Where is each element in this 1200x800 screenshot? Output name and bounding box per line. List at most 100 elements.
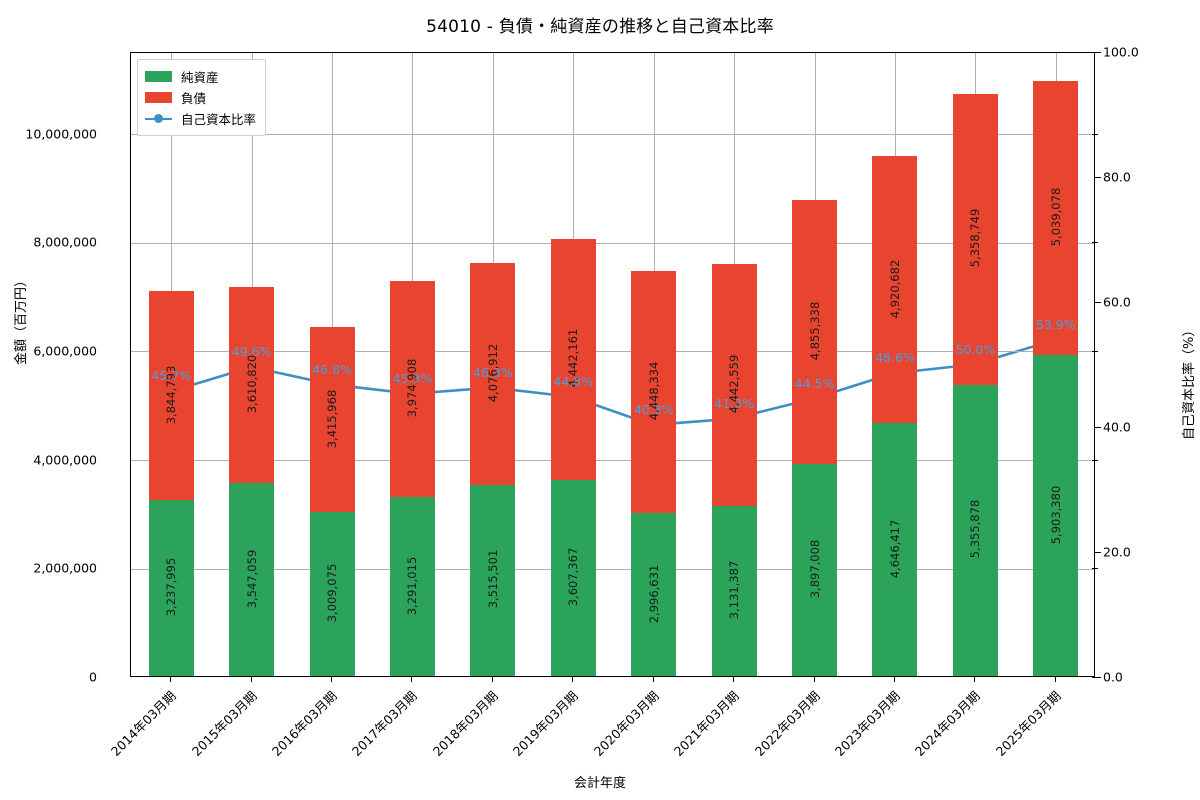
x-axis-tickmark (974, 677, 976, 682)
x-axis-tickmark (1054, 677, 1056, 682)
bar-value-label-liability: 4,855,338 (807, 302, 822, 361)
legend-item-liability: 負債 (145, 87, 256, 108)
y-axis-right-tickmark (1095, 52, 1101, 53)
x-axis-tick-label: 2020年03月期 (590, 688, 662, 759)
bar-segment-equity[interactable]: 3,607,367 (550, 479, 596, 676)
bar-stack[interactable]: 3,547,059 3,610,820 (229, 287, 275, 676)
chart-legend: 純資産 負債 自己資本比率 (137, 59, 267, 136)
bar-segment-liability[interactable]: 4,448,334 (631, 271, 677, 514)
bar-stack[interactable]: 2,996,631 4,448,334 (631, 271, 677, 676)
bar-stack[interactable]: 3,131,387 4,442,559 (711, 264, 757, 676)
ratio-data-label: 53.9% (1035, 317, 1076, 333)
bar-segment-liability[interactable]: 4,855,338 (792, 200, 838, 465)
bar-stack[interactable]: 4,646,417 4,920,682 (872, 156, 918, 676)
x-axis-tick-label: 2018年03月期 (429, 688, 501, 759)
x-axis-tick-label: 2022年03月期 (751, 688, 823, 759)
ratio-data-label: 41.3% (714, 395, 754, 411)
bar-stack[interactable]: 3,009,075 3,415,968 (309, 326, 355, 676)
x-axis-tick-label: 2021年03月期 (670, 688, 742, 759)
bar-value-label-equity: 3,547,059 (244, 549, 259, 608)
x-axis-tickmark (170, 677, 172, 682)
bar-segment-equity[interactable]: 3,237,995 (148, 500, 194, 676)
x-axis-tickmark (652, 677, 654, 682)
legend-label-liability: 負債 (181, 91, 207, 106)
legend-item-equity: 純資産 (145, 66, 256, 87)
legend-line-marker (154, 114, 163, 123)
x-axis-tick-label: 2024年03月期 (912, 688, 984, 759)
bar-stack[interactable]: 3,291,015 3,974,908 (389, 281, 435, 676)
bar-segment-equity[interactable]: 3,009,075 (309, 512, 355, 676)
bar-value-label-liability: 4,920,682 (887, 259, 902, 319)
bar-segment-liability[interactable]: 3,610,820 (229, 287, 275, 484)
bar-segment-equity[interactable]: 3,547,059 (229, 483, 275, 676)
x-axis-tickmark (411, 677, 413, 682)
chart-title: 54010 - 負債・純資産の推移と自己資本比率 (426, 17, 774, 37)
y-axis-left-tick: 4,000,000 (33, 452, 97, 468)
gridline-horizontal (131, 134, 1094, 136)
y-axis-left-tick: 10,000,000 (25, 126, 97, 142)
x-axis-tickmark (813, 677, 815, 682)
bar-value-label-equity: 3,607,367 (566, 547, 581, 607)
bar-segment-liability[interactable]: 3,415,968 (309, 326, 355, 513)
bar-stack[interactable]: 3,515,501 4,076,912 (470, 263, 516, 676)
bar-value-label-equity: 3,897,008 (807, 539, 822, 599)
y-axis-left-tick: 8,000,000 (33, 234, 97, 250)
bar-segment-liability[interactable]: 4,442,559 (711, 264, 757, 506)
bar-segment-equity[interactable]: 5,903,380 (1033, 355, 1079, 676)
bar-segment-liability[interactable]: 5,039,078 (1033, 81, 1079, 356)
y-axis-left-tick: 0 (89, 669, 97, 685)
bar-stack[interactable]: 3,237,995 3,844,793 (148, 291, 194, 676)
x-axis-tickmark (572, 677, 574, 682)
y-axis-left-label: 金額（百万円） (14, 273, 29, 365)
plot-area: 3,237,995 3,844,793 45.7% 3,547,059 3,610,82… (130, 52, 1095, 677)
x-axis-tickmark (893, 677, 895, 682)
bar-segment-equity[interactable]: 3,131,387 (711, 505, 757, 676)
bar-segment-equity[interactable]: 3,897,008 (792, 464, 838, 676)
y-axis-left-tickmark (1092, 568, 1098, 570)
y-axis-left-tickmark (1092, 242, 1098, 244)
bar-segment-equity[interactable]: 4,646,417 (872, 423, 918, 676)
y-axis-left-tickmark (1092, 133, 1098, 135)
y-axis-right-tick: 100.0 (1103, 44, 1139, 60)
bar-segment-liability[interactable]: 3,974,908 (389, 281, 435, 498)
legend-label-ratio: 自己資本比率 (181, 112, 257, 127)
bar-stack[interactable]: 3,897,008 4,855,338 (792, 200, 838, 676)
bar-segment-equity[interactable]: 5,355,878 (952, 384, 998, 676)
gridline-horizontal (131, 460, 1094, 462)
bar-segment-liability[interactable]: 3,844,793 (148, 291, 194, 501)
x-axis-tickmark (733, 677, 735, 682)
bar-value-label-equity: 4,646,417 (887, 519, 902, 578)
y-axis-right-label: 自己資本比率（%） (1182, 323, 1197, 440)
bar-value-label-equity: 3,131,387 (727, 560, 742, 620)
bar-stack[interactable]: 5,903,380 5,039,078 (1033, 81, 1079, 676)
bar-stack[interactable]: 3,607,367 4,442,161 (550, 238, 596, 676)
legend-swatch-liability (145, 92, 172, 103)
legend-item-ratio: 自己資本比率 (145, 108, 256, 129)
ratio-line-path (170, 338, 1055, 427)
ratio-data-label: 40.3% (633, 402, 674, 418)
y-axis-right-tickmark (1095, 302, 1101, 303)
bar-segment-equity[interactable]: 2,996,631 (631, 513, 677, 676)
bar-segment-equity[interactable]: 3,515,501 (470, 484, 516, 676)
ratio-data-label: 44.5% (794, 375, 835, 391)
ratio-data-label: 46.8% (312, 361, 352, 377)
gridline-horizontal (131, 568, 1094, 570)
bar-segment-liability[interactable]: 4,442,161 (550, 238, 596, 480)
x-axis-tickmark (250, 677, 252, 682)
x-axis-tick-label: 2014年03月期 (108, 688, 179, 759)
bar-segment-liability[interactable]: 4,920,682 (872, 156, 918, 424)
bar-segment-equity[interactable]: 3,291,015 (389, 497, 435, 676)
x-axis-tick-label: 2016年03月期 (268, 688, 340, 759)
ratio-line-svg (165, 334, 1060, 431)
ratio-data-label: 45.3% (392, 370, 433, 386)
bar-segment-liability[interactable]: 5,358,749 (952, 93, 998, 385)
bar-value-label-liability: 3,610,820 (244, 354, 259, 414)
y-axis-right-tickmark (1095, 677, 1101, 678)
y-axis-right-tickmark (1095, 427, 1101, 428)
y-axis-left-tickmark (1092, 459, 1098, 461)
bar-value-label-liability: 5,358,749 (968, 209, 983, 268)
bar-stack[interactable]: 5,355,878 5,358,749 (952, 93, 998, 676)
y-axis-right-tick: 40.0 (1103, 419, 1131, 435)
bar-segment-liability[interactable]: 4,076,912 (470, 263, 516, 485)
x-axis-tick-label: 2023年03月期 (831, 688, 903, 759)
